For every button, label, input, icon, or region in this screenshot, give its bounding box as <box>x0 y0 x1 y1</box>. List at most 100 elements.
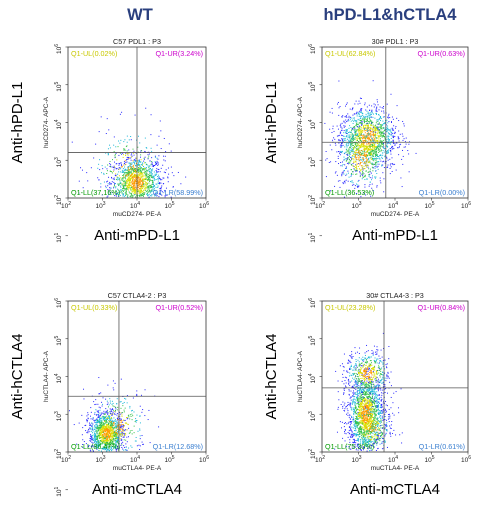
event-dot <box>353 158 355 160</box>
quadrant-label-lr: Q1-LR(0.00%) <box>419 188 465 197</box>
event-dot <box>356 168 358 170</box>
event-dot <box>131 181 133 183</box>
event-dot <box>364 384 366 386</box>
event-dot <box>384 410 386 412</box>
event-dot <box>124 430 126 432</box>
event-dot <box>377 140 379 142</box>
event-dot <box>100 437 102 439</box>
event-dot <box>367 143 369 145</box>
event-dot <box>358 149 360 151</box>
event-dot <box>112 430 114 432</box>
event-dot <box>356 183 358 185</box>
event-dot <box>382 126 384 128</box>
event-dot <box>361 119 363 121</box>
event-dot <box>341 150 343 152</box>
event-dot <box>113 179 115 181</box>
event-dot <box>122 171 124 173</box>
event-dot <box>367 132 369 134</box>
event-dot <box>109 433 111 435</box>
event-dot <box>371 128 373 130</box>
event-dot <box>98 179 100 181</box>
event-dot <box>366 178 368 180</box>
event-dot <box>376 151 378 153</box>
event-dot <box>372 142 374 144</box>
event-dot <box>373 147 375 149</box>
event-dot <box>95 427 97 429</box>
event-dot <box>96 446 98 448</box>
event-dot <box>132 195 134 197</box>
event-dot <box>109 160 111 162</box>
event-dot <box>391 116 393 118</box>
event-dot <box>91 422 93 424</box>
event-dot <box>355 164 357 166</box>
event-dot <box>126 169 128 171</box>
event-dot <box>148 168 150 170</box>
event-dot <box>344 146 346 148</box>
event-dot <box>120 424 122 426</box>
event-dot <box>88 445 90 447</box>
event-dot <box>110 187 112 189</box>
event-dot <box>116 163 118 165</box>
event-dot <box>114 419 116 421</box>
event-dot <box>364 104 366 106</box>
event-dot <box>338 139 340 141</box>
event-dot <box>339 145 341 147</box>
event-dot <box>356 129 358 131</box>
event-dot <box>353 160 355 162</box>
x-tick-label: 104 <box>130 201 140 210</box>
event-dot <box>112 420 114 422</box>
event-dot <box>368 149 370 150</box>
panel-title: 30# CTLA4-3 : P3 <box>366 291 424 300</box>
event-dot <box>138 159 140 161</box>
event-dot <box>391 148 393 150</box>
event-dot <box>121 111 123 113</box>
event-dot <box>350 172 352 174</box>
event-dot <box>98 444 100 446</box>
event-dot <box>358 412 360 414</box>
event-dot <box>73 424 75 426</box>
event-dot <box>350 144 352 146</box>
event-dot <box>370 113 372 115</box>
event-dot <box>107 418 109 420</box>
event-dot <box>125 188 127 190</box>
event-dot <box>364 124 366 126</box>
event-dot <box>377 137 379 139</box>
event-dot <box>111 442 113 444</box>
event-dot <box>365 139 367 141</box>
event-dot <box>330 161 332 163</box>
event-dot <box>375 165 377 167</box>
event-dot <box>149 195 151 197</box>
event-dot <box>116 192 118 194</box>
event-dot <box>143 189 145 191</box>
event-dot <box>135 170 137 172</box>
event-dot <box>133 184 134 186</box>
event-dot <box>145 184 147 186</box>
event-dot <box>117 188 119 190</box>
event-dot <box>355 100 357 102</box>
event-dot <box>107 185 109 187</box>
event-dot <box>372 142 374 144</box>
event-dot <box>106 439 108 441</box>
event-dot <box>128 179 130 181</box>
event-dot <box>90 446 92 448</box>
event-dot <box>121 432 123 434</box>
event-dot <box>144 167 146 169</box>
event-dot <box>361 153 362 155</box>
event-dot <box>358 115 360 117</box>
event-dot <box>116 449 118 451</box>
event-dot <box>95 420 97 422</box>
event-dot <box>382 107 384 109</box>
event-dot <box>351 173 352 175</box>
event-dot <box>369 151 371 153</box>
event-dot <box>359 432 361 434</box>
event-dot <box>369 145 371 147</box>
event-dot <box>133 166 135 168</box>
event-dot <box>376 119 378 121</box>
event-dot <box>103 173 105 175</box>
event-dot <box>156 157 158 159</box>
event-dot <box>364 186 366 188</box>
event-dot <box>356 148 358 150</box>
event-dot <box>146 170 148 171</box>
event-dot <box>347 412 349 414</box>
event-dot <box>355 112 357 114</box>
